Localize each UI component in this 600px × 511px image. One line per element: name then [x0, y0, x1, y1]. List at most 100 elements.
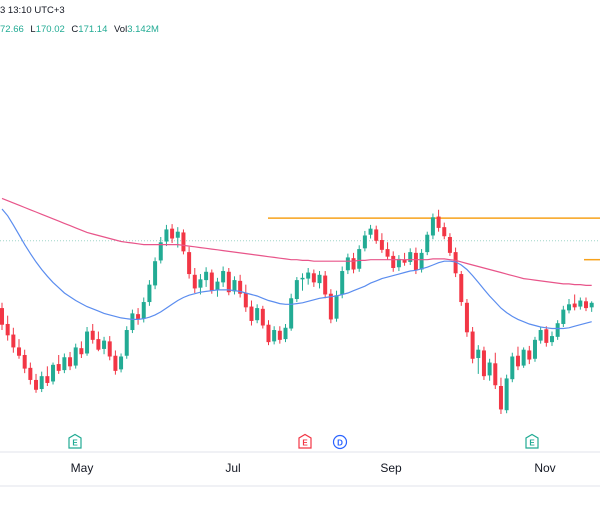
candle	[561, 305, 566, 327]
candle	[243, 284, 248, 312]
candle-body	[504, 378, 509, 411]
candle-body	[153, 261, 158, 286]
candle-body	[209, 272, 214, 291]
candle	[158, 236, 163, 264]
candle	[124, 326, 129, 359]
candle	[311, 269, 316, 287]
candle-body	[487, 362, 492, 376]
candle	[170, 224, 175, 244]
candle-body	[538, 330, 543, 341]
candle-body	[385, 249, 390, 257]
candle	[164, 224, 169, 247]
ohlc-close-key: C	[71, 24, 79, 35]
candle-body	[379, 240, 384, 250]
candle	[470, 327, 475, 364]
candle	[368, 224, 373, 239]
candle	[192, 268, 197, 293]
candle	[413, 247, 418, 275]
candle-body	[567, 304, 571, 311]
candle-body	[589, 302, 594, 308]
candle	[538, 327, 543, 344]
candle-body	[11, 334, 16, 348]
candle-body	[0, 308, 4, 325]
candle-body	[181, 232, 186, 252]
candle	[272, 326, 277, 345]
ohlc-legend: 72.66 L170.02 C171.14 Vol3.142M	[0, 24, 159, 35]
candle	[136, 308, 141, 325]
candle	[96, 331, 101, 352]
candle-body	[45, 376, 50, 383]
candle-body	[226, 271, 231, 293]
candle-body	[396, 258, 401, 268]
candle	[357, 245, 362, 272]
x-tick-label: Jul	[225, 461, 240, 475]
candle	[544, 326, 549, 347]
candle-body	[215, 281, 220, 290]
candle	[464, 299, 469, 337]
candle-body	[283, 327, 288, 340]
candle	[45, 366, 50, 386]
candle	[351, 252, 356, 274]
candle	[266, 320, 271, 346]
candle	[396, 255, 401, 272]
candle-body	[584, 301, 589, 309]
candle-body	[413, 252, 418, 271]
ohlc-open-value: 72.66	[0, 24, 24, 35]
candle-body	[260, 308, 265, 326]
candle	[447, 233, 452, 256]
candle-body	[17, 347, 22, 356]
candle-body	[402, 259, 407, 263]
ma-short-line	[1, 208, 592, 330]
candle	[340, 266, 345, 299]
candle	[198, 274, 203, 295]
candle-body	[521, 349, 526, 366]
candle-body	[532, 339, 537, 359]
candle	[209, 269, 214, 294]
candle	[107, 336, 112, 361]
candle-body	[510, 356, 515, 380]
candle-body	[425, 234, 430, 253]
candle-body	[544, 329, 549, 343]
x-tick-label: Sep	[380, 461, 402, 475]
candle	[515, 346, 520, 371]
earnings-badge: E	[525, 433, 539, 449]
candle-body	[192, 274, 197, 289]
candle	[226, 268, 231, 296]
candle-body	[311, 273, 316, 283]
candle-body	[578, 300, 583, 307]
candle-body	[141, 302, 146, 319]
candle-body	[442, 227, 447, 237]
candle-body	[232, 280, 237, 292]
candle	[294, 277, 299, 303]
candle	[260, 305, 265, 329]
candle-body	[22, 354, 27, 369]
candle	[300, 273, 305, 291]
timestamp-text: 3 13:10 UTC+3	[0, 5, 65, 16]
candle	[442, 222, 447, 240]
lines-layer	[0, 217, 600, 261]
candle	[385, 242, 390, 260]
candle	[379, 233, 384, 253]
candle-body	[85, 331, 90, 354]
candle-body	[374, 229, 379, 241]
candle-body	[255, 308, 260, 321]
candle-body	[221, 271, 226, 283]
candle	[436, 209, 441, 232]
candle-body	[470, 331, 475, 359]
candle-body	[56, 364, 61, 371]
ohlc-low-key: L	[30, 24, 36, 35]
candle-body	[328, 293, 333, 320]
candle	[549, 331, 554, 346]
candle	[459, 271, 464, 306]
candle	[584, 297, 589, 312]
candle-body	[79, 348, 84, 355]
candle-body	[464, 302, 469, 333]
candle	[68, 351, 73, 371]
candle	[374, 225, 379, 244]
candle	[481, 346, 486, 380]
candle	[328, 289, 333, 324]
x-tick-label: May	[71, 461, 94, 475]
candle	[22, 349, 27, 374]
